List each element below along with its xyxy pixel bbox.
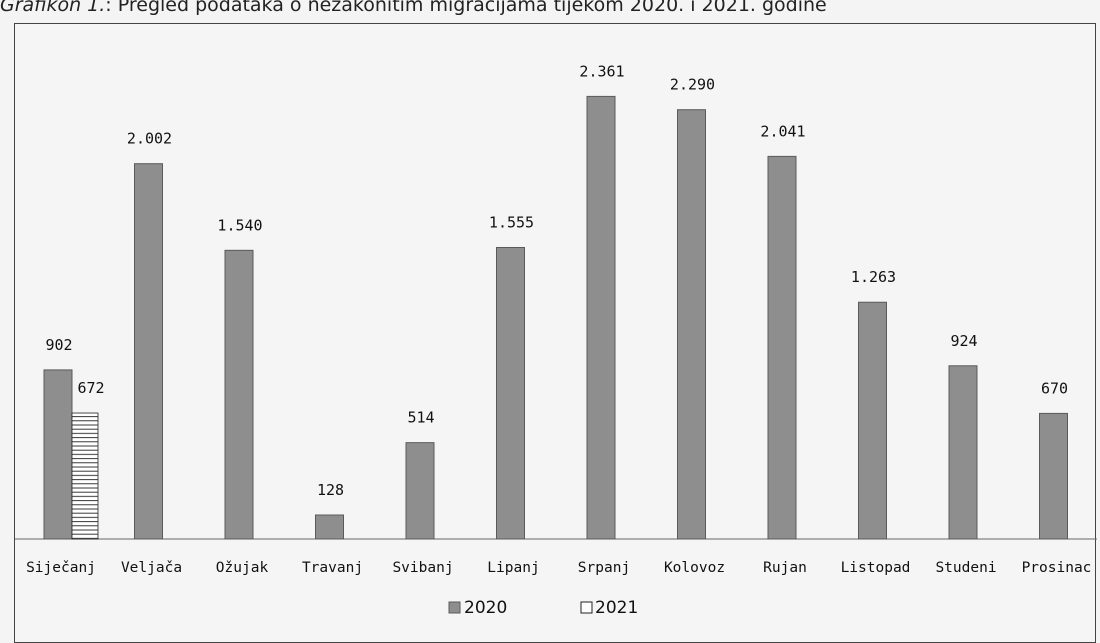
data-label-2020-3: 128	[317, 481, 344, 499]
bar-2020-3	[315, 514, 344, 540]
chart-caption: Grafikon 1.: Pregled podataka o nezakoni…	[0, 0, 1100, 18]
data-label-2020-5: 1.555	[489, 213, 534, 231]
x-tick-label-6: Srpanj	[578, 560, 630, 576]
bar-2020-8	[767, 155, 797, 540]
data-label-2020-8: 2.041	[760, 122, 805, 140]
legend: 2020 2021	[448, 598, 638, 618]
legend-label-2021: 2021	[595, 598, 638, 618]
x-tick-label-4: Svibanj	[392, 560, 453, 576]
data-label-2020-9: 1.263	[851, 268, 896, 286]
bar-2020-5	[496, 246, 525, 540]
bar-2020-4	[405, 442, 435, 540]
bar-2020-6	[586, 95, 616, 540]
x-tick-label-8: Rujan	[763, 560, 807, 576]
x-tick-label-10: Studeni	[935, 560, 996, 576]
data-label-2020-0: 902	[45, 336, 72, 354]
x-tick-label-11: Prosinac	[1022, 560, 1092, 576]
x-tick-label-9: Listopad	[841, 560, 911, 576]
bar-2021-0	[71, 412, 99, 540]
chart-frame: 902 672 Siječanj 2.002 Veljača 1.540 Ožujak 128…	[14, 23, 1097, 643]
data-label-2020-7: 2.290	[670, 76, 715, 94]
bar-2020-1	[134, 163, 163, 540]
x-tick-label-1: Veljača	[121, 560, 182, 576]
x-tick-label-5: Lipanj	[487, 560, 539, 576]
data-label-2020-1: 2.002	[127, 130, 172, 148]
bar-2020-9	[858, 301, 887, 540]
x-tick-label-7: Kolovoz	[664, 560, 725, 576]
x-tick-label-2: Ožujak	[216, 560, 269, 576]
caption-text: : Pregled podataka o nezakonitim migraci…	[105, 0, 827, 16]
bar-2020-7	[677, 109, 706, 540]
data-label-2021-0: 672	[77, 379, 104, 397]
bar-2020-10	[948, 365, 978, 540]
x-tick-label-0: Siječanj	[26, 560, 96, 576]
bar-2020-0	[43, 369, 73, 540]
data-label-2020-11: 670	[1041, 379, 1068, 397]
caption-lead: Grafikon 1.	[0, 0, 106, 16]
data-label-2020-6: 2.361	[579, 62, 624, 80]
bar-2020-2	[224, 249, 254, 540]
legend-swatch-2021	[580, 601, 593, 614]
legend-label-2020: 2020	[464, 598, 507, 618]
bar-chart: 902 672 Siječanj 2.002 Veljača 1.540 Ožujak 128…	[15, 62, 1097, 618]
legend-swatch-2020	[448, 601, 461, 614]
data-label-2020-10: 924	[950, 332, 977, 350]
data-label-2020-2: 1.540	[217, 216, 262, 234]
bar-2020-11	[1039, 412, 1068, 540]
data-label-2020-4: 514	[407, 409, 434, 427]
x-tick-label-3: Travanj	[302, 560, 363, 576]
